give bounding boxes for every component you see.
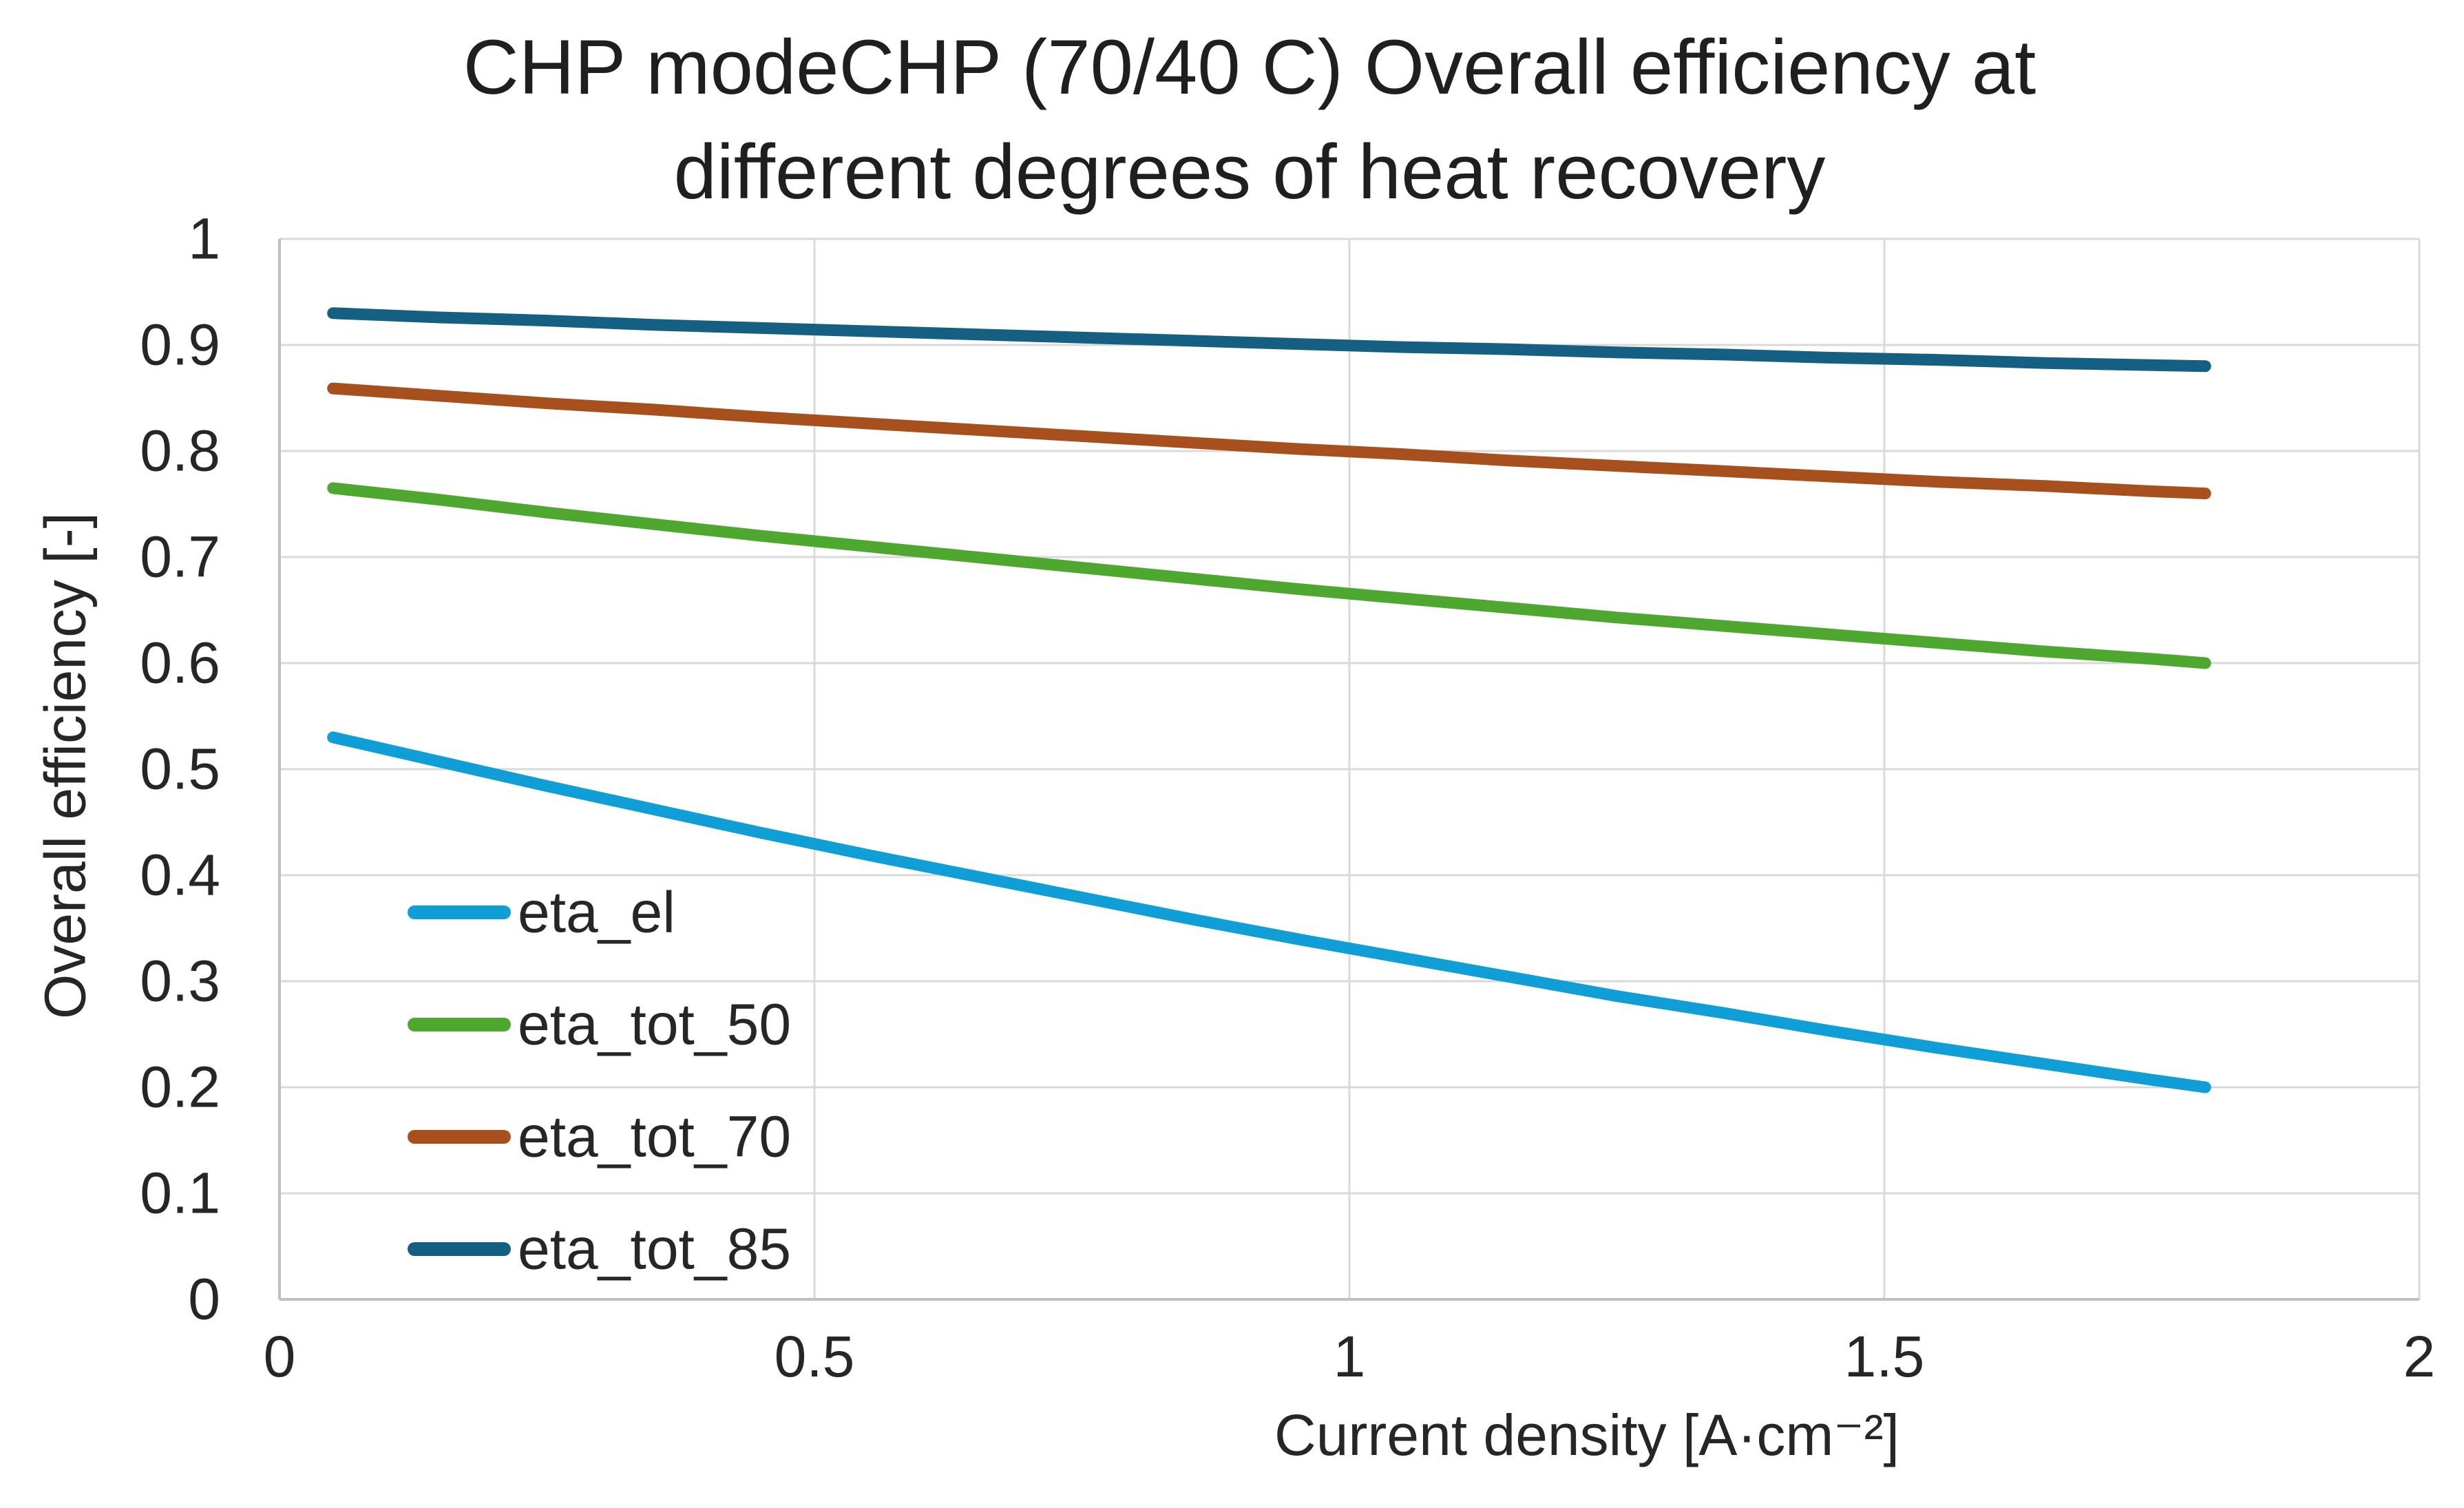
chart-title-line-2: different degrees of heat recovery [673, 129, 1826, 215]
legend-label-eta_tot_50: eta_tot_50 [518, 992, 792, 1057]
series-line-eta_tot_85 [327, 307, 2211, 373]
chart-title: CHP modeCHP (70/40 C) Overall efficiency… [463, 15, 2036, 224]
x-tick-label: 2 [2403, 1324, 2436, 1389]
y-tick-label: 0.3 [140, 948, 220, 1014]
y-tick-label: 0.8 [140, 418, 220, 483]
y-tick-label: 1 [188, 206, 220, 271]
legend-swatch-eta_tot_85 [408, 1242, 511, 1256]
y-tick-label: 0 [188, 1266, 220, 1332]
legend-label-eta_el: eta_el [518, 879, 675, 945]
x-axis-title: Current density [A·cm⁻²] [1274, 1403, 1899, 1467]
series-line-eta_tot_50 [327, 482, 2211, 669]
x-tick-label: 0 [263, 1324, 296, 1389]
series-line-eta_tot_70 [327, 382, 2211, 500]
y-tick-label: 0.1 [140, 1160, 220, 1226]
legend-label-eta_tot_70: eta_tot_70 [518, 1104, 792, 1169]
y-tick-label: 0.9 [140, 312, 220, 377]
legend-label-eta_tot_85: eta_tot_85 [518, 1216, 792, 1281]
legend-swatch-eta_el [408, 905, 511, 919]
y-tick-label: 0.7 [140, 524, 220, 589]
y-tick-label: 0.6 [140, 630, 220, 695]
x-tick-label: 1.5 [1844, 1324, 1925, 1389]
x-tick-label: 0.5 [774, 1324, 855, 1389]
y-tick-label: 0.5 [140, 736, 220, 802]
x-tick-label: 1 [1333, 1324, 1366, 1389]
series-line-eta_el [327, 731, 2211, 1093]
legend-swatch-eta_tot_70 [408, 1130, 511, 1144]
y-tick-label: 0.4 [140, 842, 220, 908]
y-tick-label: 0.2 [140, 1054, 220, 1120]
chart-title-line-1: CHP modeCHP (70/40 C) Overall efficiency… [463, 24, 2036, 110]
legend-swatch-eta_tot_50 [408, 1018, 511, 1031]
